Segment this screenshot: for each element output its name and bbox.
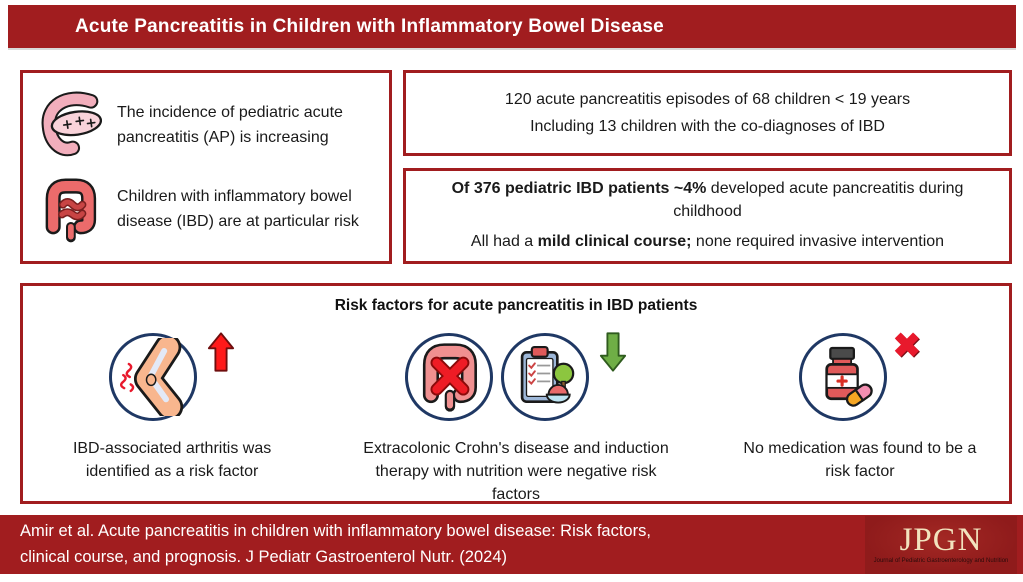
medication-icon-row: ✖ <box>798 327 922 431</box>
excluded-x-icon: ✖ <box>892 327 922 365</box>
outcome-line-2-bold: mild clinical course; <box>537 233 692 251</box>
increase-arrow-icon <box>207 331 235 373</box>
intro-item-ibd-risk-text: Children with inflammatory bowel disease… <box>117 188 359 230</box>
header-bar: Acute Pancreatitis in Children with Infl… <box>8 5 1016 48</box>
risk-factor-columns: IBD-associated arthritis was identified … <box>23 327 1009 507</box>
footer-bar: Amir et al. Acute pancreatitis in childr… <box>0 515 1023 574</box>
crohns-nutrition-icon-row <box>405 327 627 431</box>
outcome-line-1: Of 376 pediatric IBD patients ~4% develo… <box>418 178 997 223</box>
outcome-box: Of 376 pediatric IBD patients ~4% develo… <box>403 168 1012 264</box>
risk-factor-arthritis-text: IBD-associated arthritis was identified … <box>72 440 272 481</box>
risk-factor-crohns-nutrition: Extracolonic Crohn's disease and inducti… <box>321 327 711 507</box>
intro-item-incidence: The incidence of pediatric acute pancrea… <box>37 88 375 164</box>
citation-line-1: Amir et al. Acute pancreatitis in childr… <box>20 521 651 540</box>
jpgn-logo-tagline: Journal of Pediatric Gastroenterology an… <box>873 557 1009 564</box>
decrease-arrow-icon <box>599 331 627 373</box>
outcome-line-1-bold: Of 376 pediatric IBD patients ~4% <box>451 180 707 198</box>
cohort-line-1: 120 acute pancreatitis episodes of 68 ch… <box>504 90 911 108</box>
intro-box: The incidence of pediatric acute pancrea… <box>20 70 392 264</box>
medication-icon <box>798 333 887 421</box>
intestine-icon <box>37 174 103 246</box>
intro-item-ibd-risk: Children with inflammatory bowel disease… <box>37 174 375 246</box>
extracolonic-crohns-icon <box>405 333 493 421</box>
risk-factor-crohns-nutrition-text: Extracolonic Crohn's disease and inducti… <box>363 440 669 504</box>
arthritis-icon-row <box>109 327 235 431</box>
risk-factor-arthritis: IBD-associated arthritis was identified … <box>23 327 321 507</box>
risk-factors-box: Risk factors for acute pancreatitis in I… <box>20 283 1012 504</box>
cohort-box: 120 acute pancreatitis episodes of 68 ch… <box>403 70 1012 156</box>
citation-line-2: clinical course, and prognosis. J Pediat… <box>20 547 507 566</box>
risk-factor-medication: ✖ No medication was found to be a risk f… <box>711 327 1009 507</box>
jpgn-logo: JPGN Journal of Pediatric Gastroenterolo… <box>865 515 1017 574</box>
jpgn-logo-text: JPGN <box>899 522 983 559</box>
outcome-line-1-rest: developed acute pancreatitis during chil… <box>673 180 964 220</box>
page-title: Acute Pancreatitis in Children with Infl… <box>75 15 664 37</box>
cohort-line-2: Including 13 children with the co-diagno… <box>530 117 885 135</box>
knee-arthritis-icon <box>109 333 198 421</box>
intro-item-incidence-text: The incidence of pediatric acute pancrea… <box>117 104 343 146</box>
risk-factor-medication-text: No medication was found to be a risk fac… <box>743 440 977 481</box>
nutrition-plan-icon <box>501 333 589 421</box>
outcome-line-2: All had a mild clinical course; none req… <box>418 231 997 253</box>
outcome-line-2-pre: All had a <box>470 233 538 251</box>
citation: Amir et al. Acute pancreatitis in childr… <box>0 519 865 570</box>
pancreas-icon <box>37 88 103 164</box>
risk-factors-title: Risk factors for acute pancreatitis in I… <box>334 297 698 314</box>
outcome-line-2-rest: none required invasive intervention <box>691 233 945 251</box>
